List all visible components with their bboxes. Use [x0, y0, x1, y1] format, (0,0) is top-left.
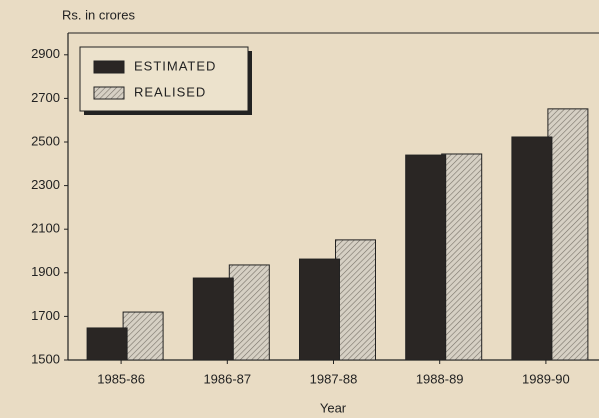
y-tick-label: 2700	[31, 90, 60, 105]
x-tick-label: 1989-90	[522, 371, 570, 386]
y-tick-label: 1500	[31, 351, 60, 366]
bar	[299, 258, 340, 361]
bar	[192, 277, 234, 361]
y-axis-label: Rs. in crores	[62, 7, 135, 22]
bar	[86, 327, 128, 361]
y-tick-label: 2100	[31, 221, 60, 236]
legend-swatch	[93, 86, 125, 100]
y-tick-label: 2300	[31, 177, 60, 192]
x-tick-label: 1986-87	[203, 371, 251, 386]
bar	[228, 264, 270, 361]
bar	[405, 154, 447, 361]
bar	[547, 108, 589, 361]
y-tick-label: 1700	[31, 308, 60, 323]
x-tick-label: 1987-88	[310, 371, 358, 386]
y-tick-label: 2500	[31, 133, 60, 148]
legend-box	[79, 46, 249, 112]
y-tick-label: 1900	[31, 264, 60, 279]
legend-label: REALISED	[134, 84, 206, 99]
x-tick-label: 1988-89	[416, 371, 464, 386]
y-tick-label: 2900	[31, 46, 60, 61]
bar	[511, 136, 553, 361]
bar	[122, 311, 164, 361]
legend-swatch	[93, 60, 125, 74]
legend-label: ESTIMATED	[134, 58, 216, 73]
x-axis-label: Year	[320, 400, 347, 415]
bar	[335, 239, 376, 361]
bar	[441, 153, 483, 361]
x-tick-label: 1985-86	[97, 371, 145, 386]
